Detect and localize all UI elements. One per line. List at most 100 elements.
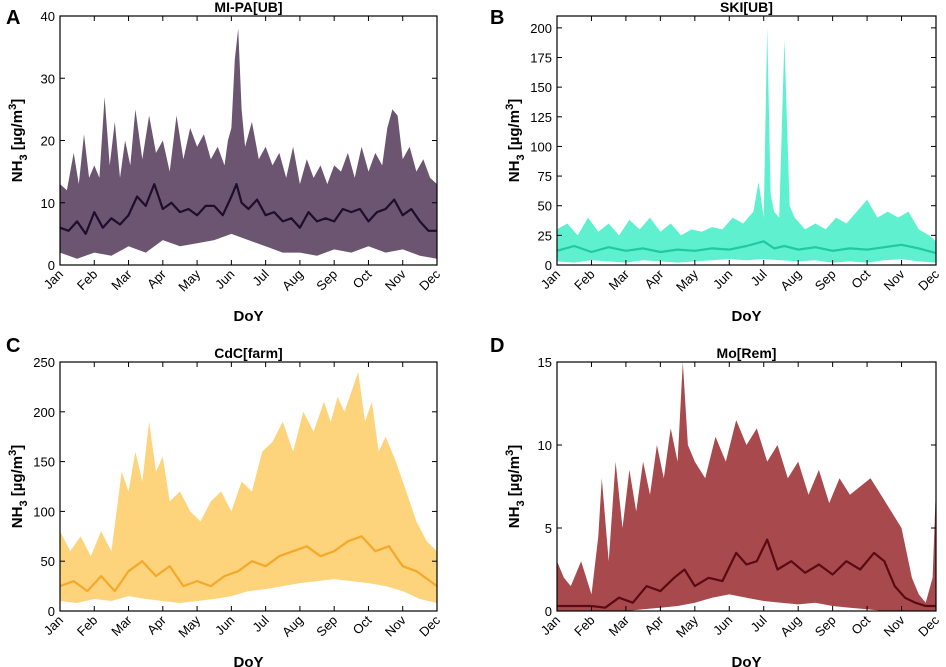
y-axis-label-close: ] (506, 445, 523, 450)
x-tick-label: Nov (881, 612, 908, 639)
y-tick-label: 100 (33, 504, 55, 519)
x-tick-label: Mar (606, 266, 633, 293)
y-axis-label-main: NH (9, 507, 26, 529)
y-tick-label: 125 (530, 110, 552, 125)
y-tick-label: 50 (538, 199, 552, 214)
chart-panel-b: B SKI[UB] 0 25 50 75 100 125 150 175 200 Jan Feb Mar A… (490, 0, 942, 325)
x-tick-label: May (673, 612, 701, 640)
y-axis-label: NH3 [µg/m3] (504, 445, 527, 528)
y-tick-label: 250 (33, 355, 55, 370)
chart-title: MI-PA[UB] (214, 0, 282, 15)
panel-letter: A (6, 7, 20, 29)
x-tick-label: Nov (382, 612, 409, 639)
x-axis-label: DoY (732, 654, 762, 667)
x-tick-label: Aug (279, 267, 306, 294)
x-tick-label: Jul (747, 266, 769, 288)
y-axis-label-unit: [µg/m (506, 456, 523, 500)
y-axis-label-sup: 3 (504, 104, 516, 110)
x-tick-label: Jul (249, 266, 271, 288)
y-tick-label: 200 (33, 405, 55, 420)
x-tick-label: Apr (144, 612, 169, 637)
x-tick-label: Mar (606, 612, 633, 639)
y-tick-label: 50 (41, 554, 55, 569)
x-tick-label: Oct (350, 266, 375, 291)
x-tick-label: Feb (571, 613, 597, 639)
y-axis-label-unit: [µg/m (9, 110, 26, 154)
plot-frame (59, 361, 438, 612)
y-axis-label-main: NH (506, 161, 523, 183)
y-axis-label-unit: [µg/m (506, 110, 523, 154)
x-tick-label: Oct (848, 612, 873, 637)
x-tick-label: May (175, 612, 203, 640)
y-axis-label-sup: 3 (7, 104, 19, 110)
x-tick-label: Jun (212, 267, 237, 292)
x-tick-label: Mar (108, 266, 135, 293)
x-tick-label: Dec (915, 612, 942, 639)
y-tick-label: 10 (538, 438, 552, 453)
chart-title: CdC[farm] (214, 345, 282, 361)
chart-panel-d: D Mo[Rem] 0 5 10 15 Jan Feb Mar Apr May Jun Jul Aug Se… (490, 335, 942, 667)
x-tick-label: Sep (812, 267, 839, 294)
y-tick-label: 0 (545, 258, 552, 273)
x-tick-label: Jan (41, 267, 66, 292)
y-tick-label: 175 (530, 51, 552, 66)
y-tick-label: 200 (530, 21, 552, 36)
x-tick-label: Jul (747, 612, 769, 634)
chart-panel-c: C CdC[farm] 0 50 100 150 200 250 Jan Feb Mar Apr May… (6, 335, 443, 667)
x-tick-label: Jun (710, 267, 735, 292)
panel-letter: D (490, 335, 504, 357)
y-axis-label-unit: [µg/m (9, 456, 26, 500)
y-tick-label: 150 (33, 455, 55, 470)
y-tick-label: 10 (41, 196, 55, 211)
x-tick-label: Jul (249, 612, 271, 634)
y-tick-label: 30 (41, 71, 55, 86)
y-axis-label-sup: 3 (7, 450, 19, 456)
series-mean-line (557, 240, 936, 255)
series-range-band (557, 362, 936, 611)
x-tick-label: Jan (41, 613, 66, 638)
series-mean-line (60, 535, 437, 593)
y-tick-label: 40 (41, 9, 55, 24)
y-tick-label: 15 (538, 355, 552, 370)
panel-letter: B (490, 7, 504, 29)
series-mean-line (557, 538, 936, 609)
y-tick-label: 0 (545, 604, 552, 619)
y-axis-label-sub: 3 (18, 154, 30, 160)
chart-title: Mo[Rem] (717, 345, 777, 361)
x-axis-label: DoY (234, 654, 264, 667)
x-tick-label: Feb (74, 267, 100, 293)
plot-frame (556, 361, 937, 612)
x-tick-label: Oct (848, 266, 873, 291)
x-tick-label: Feb (571, 267, 597, 293)
x-tick-label: Sep (313, 267, 340, 294)
x-tick-label: Aug (279, 613, 306, 640)
x-tick-label: Dec (416, 266, 443, 293)
x-tick-label: Dec (915, 266, 942, 293)
x-tick-label: Jun (212, 613, 237, 638)
series-range-band (60, 372, 437, 603)
x-tick-label: Aug (777, 613, 804, 640)
x-tick-label: Sep (812, 613, 839, 640)
y-axis-label-sub: 3 (18, 500, 30, 506)
x-tick-label: Apr (642, 266, 667, 291)
y-axis-label-close: ] (9, 445, 26, 450)
x-tick-label: Mar (108, 612, 135, 639)
y-tick-label: 0 (48, 258, 55, 273)
panel-letter: C (6, 335, 20, 357)
y-tick-label: 25 (538, 228, 552, 243)
series-mean-line (60, 183, 437, 235)
x-tick-label: May (673, 266, 701, 294)
series-range-band (60, 28, 437, 259)
y-axis-label-sub: 3 (515, 154, 527, 160)
chart-title: SKI[UB] (720, 0, 773, 15)
y-tick-label: 0 (48, 604, 55, 619)
x-tick-label: May (175, 266, 203, 294)
y-axis-label: NH3 [µg/m3] (7, 99, 30, 182)
x-tick-label: Jun (710, 613, 735, 638)
y-axis-label-sub: 3 (515, 500, 527, 506)
y-axis-label-sup: 3 (504, 450, 516, 456)
y-axis-label: NH3 [µg/m3] (504, 99, 527, 182)
y-tick-label: 5 (545, 521, 552, 536)
chart-panel-a: A MI-PA[UB] 0 10 20 30 40 Jan Feb Mar Apr May Jun Jul… (6, 0, 443, 325)
y-tick-label: 75 (538, 169, 552, 184)
